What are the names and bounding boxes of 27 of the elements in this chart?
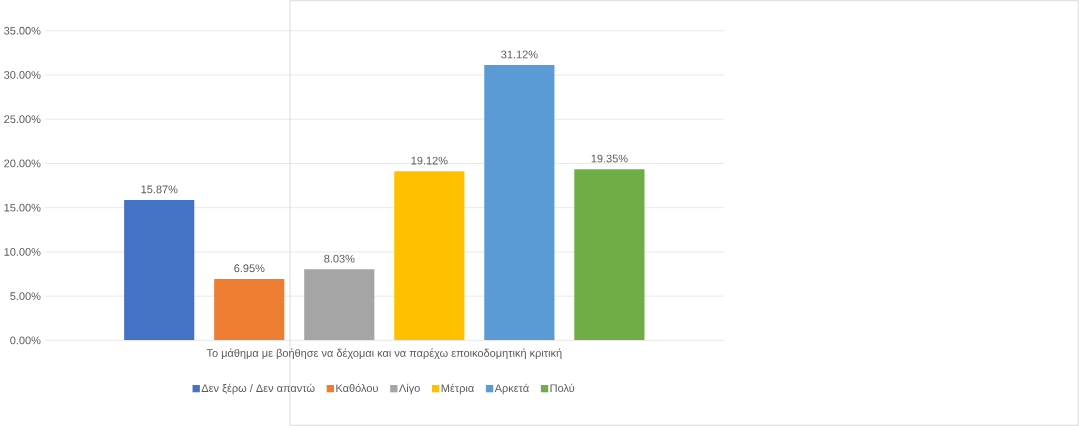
y-tick-label: 0.00% [10,336,41,345]
y-tick-label: 15.00% [4,203,41,212]
data-label: 19.35% [591,154,628,163]
data-label: 6.95% [234,264,265,273]
y-tick-label: 35.00% [4,26,41,35]
y-tick-label: 20.00% [4,159,41,168]
data-label: 19.12% [411,156,448,165]
data-label: 15.87% [141,185,178,194]
legend-label: Αρκετά [494,383,529,395]
y-tick-label: 30.00% [4,71,41,79]
legend-label: Λίγο [398,383,420,395]
legend-label: Πολύ [550,383,575,393]
bar [304,269,375,341]
bar [214,278,285,341]
bar [484,65,555,341]
legend-label: Μέτρια [441,383,474,395]
y-tick-label: 25.00% [4,115,41,124]
bar [574,169,645,341]
x-tick-label: Το μάθημα με βοήθησε να δέχομαι και να παρέχω εποικοδομητική κριτική [206,348,562,360]
bar [124,199,195,341]
data-label: 8.03% [324,254,355,263]
y-tick-label: 10.00% [4,248,41,256]
bar [394,171,465,341]
legend-label: Καθόλου [336,383,378,393]
y-tick-label: 5.00% [10,292,41,301]
data-label: 31.12% [501,50,538,59]
legend-label: Δεν ξέρω / Δεν απαντώ [201,383,315,395]
